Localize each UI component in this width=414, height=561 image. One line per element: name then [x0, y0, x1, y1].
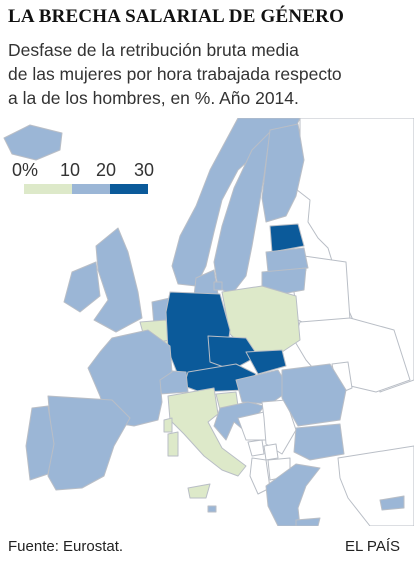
region-cyprus [379, 495, 405, 511]
region-shape-hungary [235, 369, 291, 405]
publisher-brand: EL PAÍS [344, 538, 400, 555]
region-spain [47, 395, 131, 491]
chart-title: LA BRECHA SALARIAL DE GÉNERO [8, 6, 345, 27]
legend-tick-10: 10 [60, 160, 81, 180]
region-shape-slovakia [245, 349, 287, 375]
region-shape-finland [261, 123, 305, 223]
region-shape-united-kingdom [93, 227, 143, 333]
chart-subtitle: Desfase de la retribución bruta media de… [8, 38, 403, 110]
region-italy [163, 387, 247, 499]
legend: 0% 10 20 30 [12, 160, 172, 200]
subtitle-line-3: a la de los hombres, en %. Año 2014. [8, 88, 299, 108]
region-shape-albania [249, 457, 271, 495]
region-shape-italy [167, 431, 179, 457]
region-montenegro [247, 439, 265, 457]
region-shape-denmark [213, 281, 223, 291]
region-romania [281, 363, 347, 427]
region-shape-kosovo [263, 443, 279, 461]
region-shape-italy [167, 387, 247, 477]
region-united-kingdom [93, 227, 143, 333]
region-shape-spain [47, 395, 131, 491]
region-shape-bulgaria [293, 423, 345, 461]
region-albania [249, 457, 271, 495]
source-note: Fuente: Eurostat. [8, 538, 124, 555]
subtitle-line-2: de las mujeres por hora trabajada respec… [8, 64, 342, 84]
region-shape-italy [187, 483, 211, 499]
region-slovakia [245, 349, 287, 375]
legend-tick-30: 30 [134, 160, 155, 180]
subtitle-line-1: Desfase de la retribución bruta media [8, 40, 299, 60]
legend-swatch-low [24, 184, 72, 194]
region-estonia [269, 223, 305, 253]
region-shape-italy [163, 417, 173, 433]
region-czech-republic [207, 335, 259, 371]
region-shape-greece [265, 463, 321, 526]
country-regions [3, 118, 414, 526]
region-shape-montenegro [247, 439, 265, 457]
region-kosovo [263, 443, 279, 461]
region-shape-czech-republic [207, 335, 259, 371]
region-bulgaria [293, 423, 345, 461]
europe-map [3, 118, 414, 526]
region-shape-latvia [265, 247, 309, 273]
region-shape-malta [207, 505, 217, 513]
region-shape-romania [281, 363, 347, 427]
legend-tick-0: 0% [12, 160, 39, 180]
legend-tick-20: 20 [96, 160, 117, 180]
region-iceland [3, 124, 63, 161]
legend-swatch-mid [72, 184, 110, 194]
region-shape-estonia [269, 223, 305, 253]
region-finland [261, 123, 305, 223]
region-hungary [235, 369, 291, 405]
region-ireland [63, 261, 101, 313]
region-shape-turkey [337, 445, 414, 526]
region-shape-iceland [3, 124, 63, 161]
region-malta [207, 505, 217, 513]
region-shape-ireland [63, 261, 101, 313]
region-shape-cyprus [379, 495, 405, 511]
legend-swatch-high [110, 184, 148, 194]
region-portugal [25, 405, 55, 481]
region-shape-portugal [25, 405, 55, 481]
region-latvia [265, 247, 309, 273]
region-greece [265, 463, 321, 526]
region-shape-greece [295, 517, 321, 526]
region-turkey [337, 445, 414, 526]
